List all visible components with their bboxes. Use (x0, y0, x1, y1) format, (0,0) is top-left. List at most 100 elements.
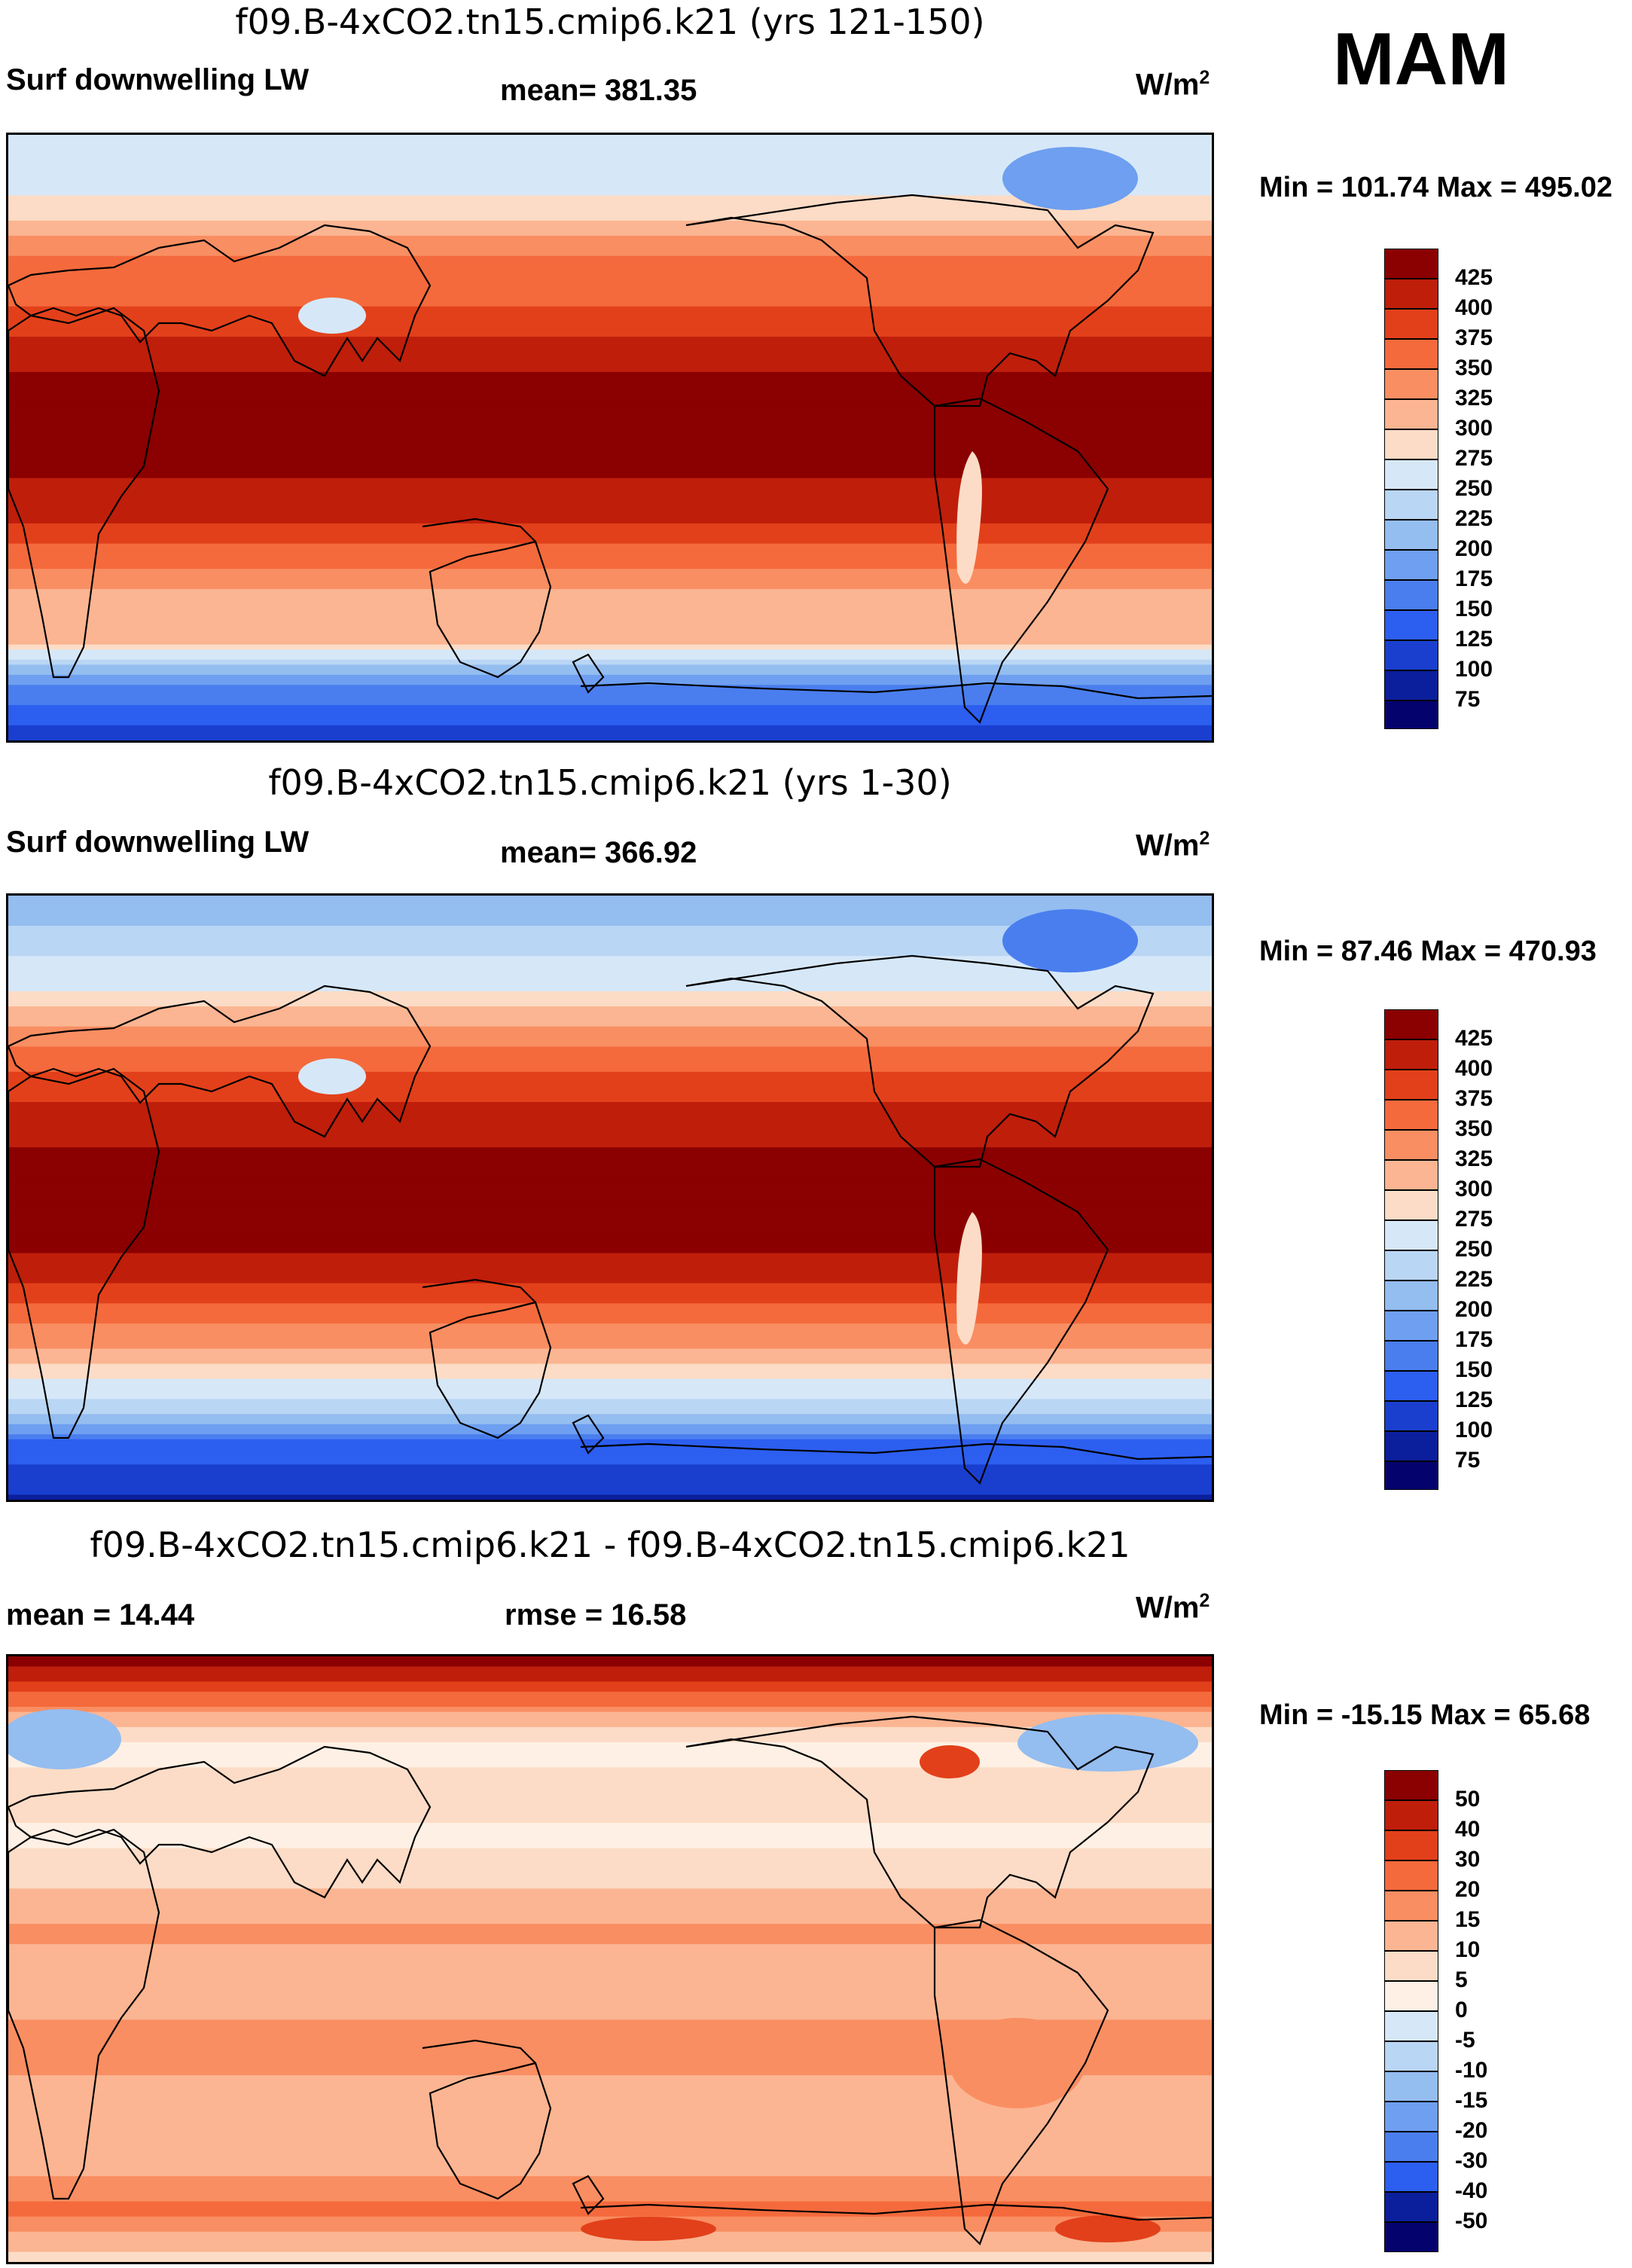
contour-band (8, 306, 1212, 313)
colorbar-swatch (1384, 429, 1438, 459)
contour-band (8, 533, 1212, 539)
contour-band (8, 230, 1212, 237)
contour-band (8, 1198, 1212, 1204)
contour-band (8, 1162, 1212, 1168)
contour-band (8, 442, 1212, 449)
contour-band (8, 1707, 1212, 1713)
colorbar-swatch (1384, 670, 1438, 701)
colorbar-swatch (1384, 1371, 1438, 1401)
colorbar-tick: 75 (1455, 687, 1481, 712)
contour-band (8, 589, 1212, 595)
panel2-colorbar: 425 400 375 350 325 300 275 250 225 200 … (1384, 1009, 1493, 1490)
contour-band (8, 685, 1212, 691)
contour-band (8, 1494, 1212, 1500)
contour-band (8, 215, 1212, 221)
colorbar-tick: 15 (1455, 1907, 1481, 1932)
colorbar-tick: 100 (1455, 1418, 1493, 1442)
colorbar-swatch (1384, 1250, 1438, 1281)
contour-band (8, 1469, 1212, 1476)
andes-low-region (956, 451, 982, 584)
contour-band (8, 1969, 1212, 1975)
contour-band (8, 1676, 1212, 1683)
colorbar-swatch (1384, 1981, 1438, 2011)
greenland-low-region (1002, 909, 1138, 972)
contour-band (8, 1818, 1212, 1824)
contour-band (8, 1102, 1212, 1108)
australia-coastline (429, 540, 552, 679)
colorbar-swatch (1384, 1281, 1438, 1311)
contour-band (8, 2100, 1212, 2107)
contour-band (8, 1232, 1212, 1239)
contour-band (8, 1934, 1212, 1940)
contour-band (8, 2242, 1212, 2248)
contour-band (8, 2105, 1212, 2111)
colorbar-tick: 150 (1455, 1357, 1493, 1382)
hudson-bay-positive-anomaly (920, 1745, 980, 1778)
maritime-continent-coastline (422, 517, 536, 542)
contour-band (8, 951, 1212, 957)
contour-band (8, 483, 1212, 489)
contour-band (8, 599, 1212, 605)
contour-band (8, 311, 1212, 317)
north-atlantic-negative-anomaly (8, 1709, 121, 1769)
colorbar-tick: 30 (1455, 1847, 1481, 1872)
contour-band (8, 1848, 1212, 1854)
contour-band (8, 1913, 1212, 1920)
colorbar-swatch (1384, 550, 1438, 580)
contour-band (8, 296, 1212, 302)
contour-band (8, 1262, 1212, 1269)
contour-band (8, 674, 1212, 681)
maritime-continent-coastline (422, 2039, 536, 2064)
contour-band (8, 1656, 1212, 1662)
contour-band (8, 649, 1212, 655)
contour-band (8, 1369, 1212, 1375)
contour-band (8, 331, 1212, 337)
andes-low-region (956, 1212, 982, 1345)
contour-band (8, 255, 1212, 262)
contour-band (8, 1046, 1212, 1052)
contour-band (8, 1318, 1212, 1324)
colorbar-tick: -10 (1455, 2058, 1488, 2083)
panel3-colorbar: 50 40 30 20 15 10 5 0 -5 -10 -15 -20 -30… (1384, 1770, 1487, 2252)
contour-band (8, 1414, 1212, 1420)
colorbar-swatch (1384, 520, 1438, 550)
contour-band (8, 195, 1212, 201)
contour-band (8, 2251, 1212, 2258)
contour-band (8, 2141, 1212, 2147)
contour-band (8, 1687, 1212, 1693)
contour-band (8, 518, 1212, 524)
contour-band (8, 1918, 1212, 1925)
contour-band (8, 528, 1212, 535)
panel1-colorbar: 425 400 375 350 325 300 275 250 225 200 … (1384, 249, 1493, 729)
colorbar-swatch (1384, 1220, 1438, 1250)
contour-band (8, 619, 1212, 625)
contour-band (8, 911, 1212, 917)
colorbar-tick: 75 (1455, 1448, 1481, 1473)
contour-band (8, 2186, 1212, 2192)
colorbar-swatch (1384, 2222, 1438, 2252)
panel3-map-svg (8, 1656, 1212, 2262)
colorbar-tick: 325 (1455, 386, 1493, 411)
new-zealand-coastline (572, 2175, 605, 2215)
contour-band (8, 1293, 1212, 1299)
contour-band (8, 2085, 1212, 2091)
contour-band (8, 1959, 1212, 1965)
contour-band (8, 1762, 1212, 1769)
contour-band (8, 2135, 1212, 2141)
contour-band (8, 1223, 1212, 1229)
contour-band (8, 392, 1212, 398)
contour-band (8, 1122, 1212, 1128)
contour-band (8, 1489, 1212, 1496)
colorbar-swatch (1384, 1009, 1438, 1039)
contour-band (8, 1782, 1212, 1788)
contour-band (8, 1661, 1212, 1668)
colorbar-tick: 225 (1455, 506, 1493, 531)
contour-band (8, 1031, 1212, 1037)
panel1-variable-label: Surf downwelling LW (6, 63, 310, 96)
labrador-negative-anomaly (1017, 1714, 1198, 1772)
contour-band (8, 205, 1212, 212)
contour-band (8, 2161, 1212, 2167)
contour-band (8, 2196, 1212, 2202)
panel1-units-label: W/m2 (1136, 68, 1210, 102)
contour-band (8, 472, 1212, 479)
